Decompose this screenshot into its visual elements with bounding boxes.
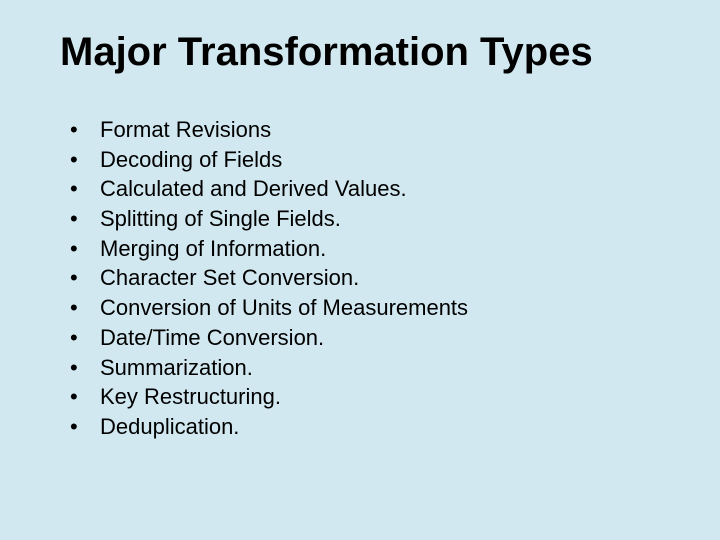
bullet-text: Date/Time Conversion. (100, 323, 670, 353)
bullet-icon: • (70, 263, 100, 293)
bullet-icon: • (70, 353, 100, 383)
bullet-icon: • (70, 204, 100, 234)
list-item: • Format Revisions (70, 115, 670, 145)
bullet-icon: • (70, 382, 100, 412)
bullet-icon: • (70, 234, 100, 264)
bullet-text: Splitting of Single Fields. (100, 204, 670, 234)
bullet-text: Calculated and Derived Values. (100, 174, 670, 204)
bullet-text: Format Revisions (100, 115, 670, 145)
bullet-icon: • (70, 412, 100, 442)
list-item: • Calculated and Derived Values. (70, 174, 670, 204)
bullet-text: Conversion of Units of Measurements (100, 293, 670, 323)
list-item: • Decoding of Fields (70, 145, 670, 175)
bullet-icon: • (70, 145, 100, 175)
bullet-text: Decoding of Fields (100, 145, 670, 175)
bullet-text: Merging of Information. (100, 234, 670, 264)
list-item: • Conversion of Units of Measurements (70, 293, 670, 323)
bullet-icon: • (70, 293, 100, 323)
bullet-text: Deduplication. (100, 412, 670, 442)
bullet-list: • Format Revisions • Decoding of Fields … (50, 115, 670, 442)
list-item: • Summarization. (70, 353, 670, 383)
list-item: • Key Restructuring. (70, 382, 670, 412)
bullet-text: Summarization. (100, 353, 670, 383)
list-item: • Date/Time Conversion. (70, 323, 670, 353)
bullet-text: Character Set Conversion. (100, 263, 670, 293)
bullet-icon: • (70, 115, 100, 145)
list-item: • Character Set Conversion. (70, 263, 670, 293)
slide-title: Major Transformation Types (50, 30, 670, 75)
bullet-icon: • (70, 323, 100, 353)
slide: Major Transformation Types • Format Revi… (0, 0, 720, 540)
list-item: • Merging of Information. (70, 234, 670, 264)
bullet-text: Key Restructuring. (100, 382, 670, 412)
list-item: • Splitting of Single Fields. (70, 204, 670, 234)
bullet-icon: • (70, 174, 100, 204)
list-item: • Deduplication. (70, 412, 670, 442)
